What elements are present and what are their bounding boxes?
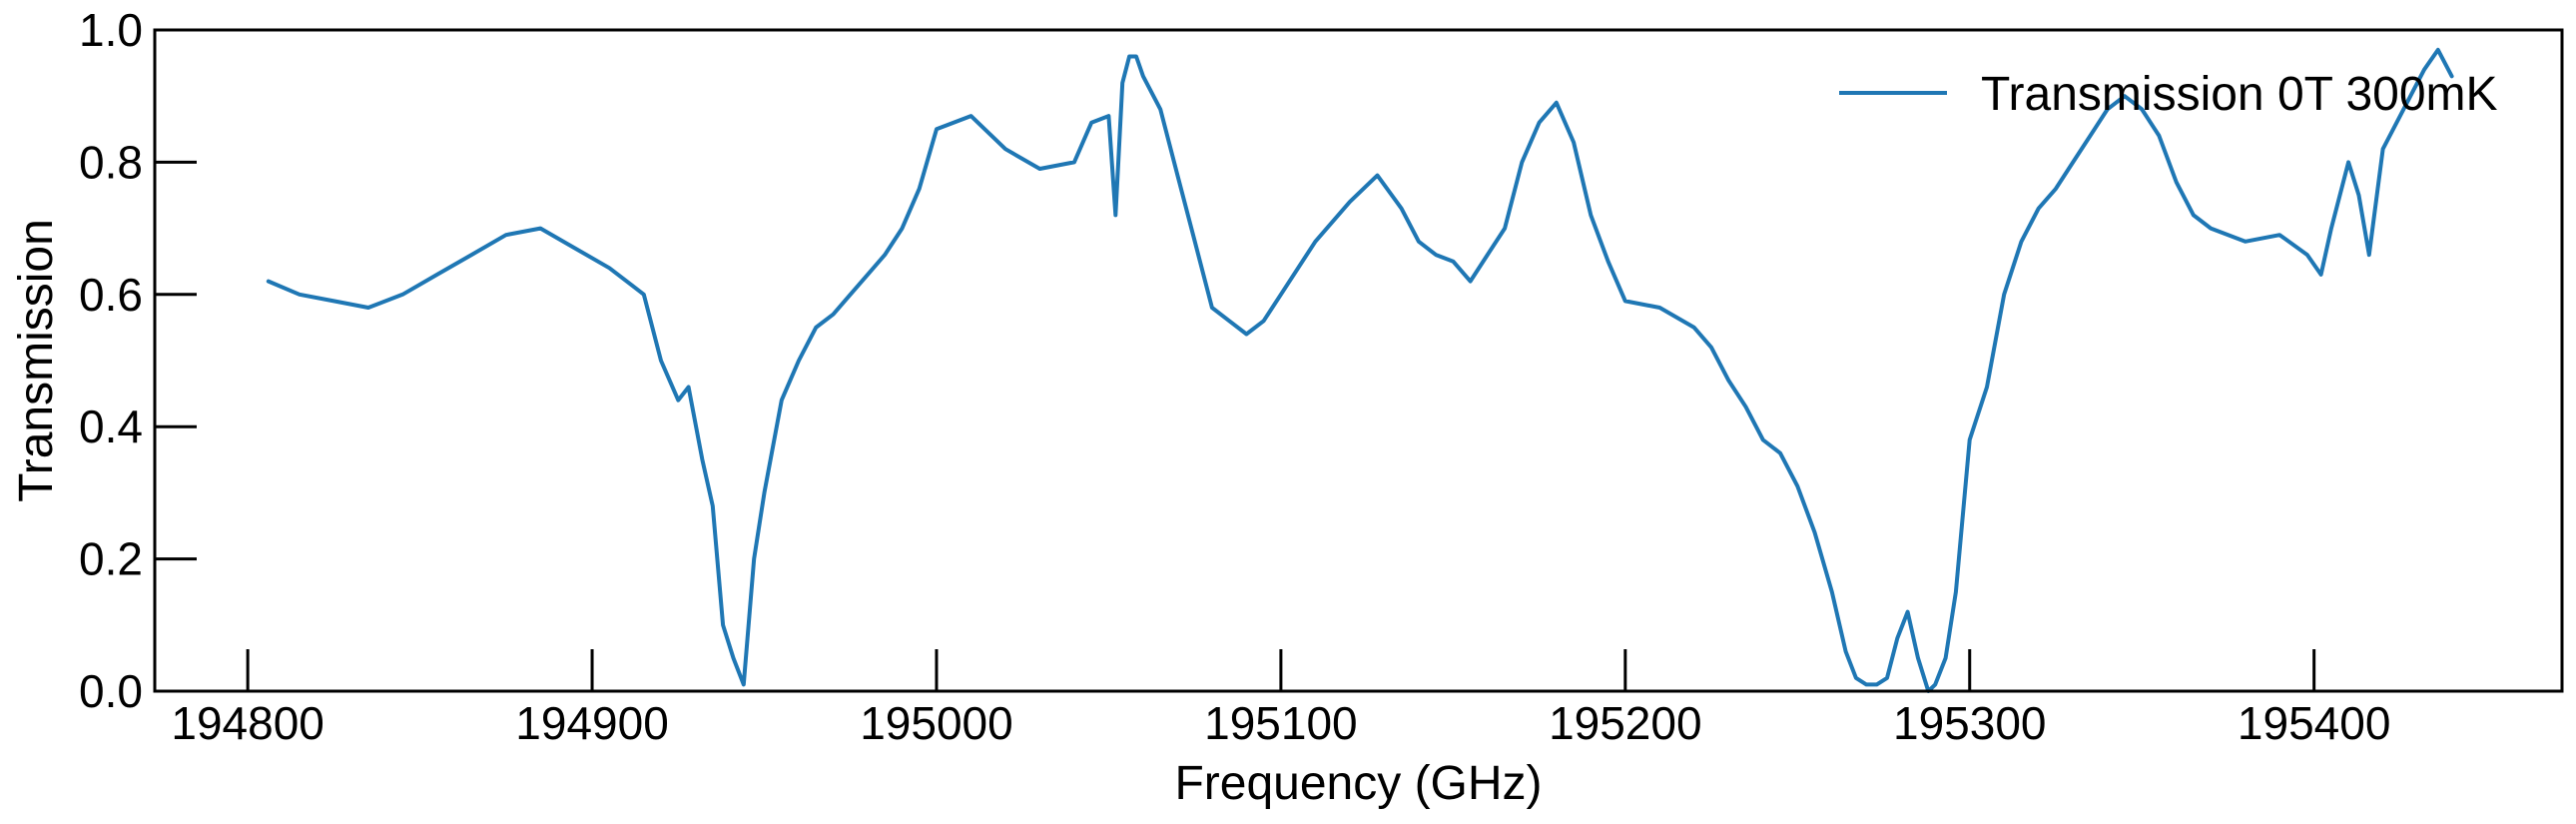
series-line-0 (266, 47, 2454, 693)
x-tick-label-0: 194800 (171, 697, 324, 749)
legend-label: Transmission 0T 300mK (1981, 68, 2498, 121)
plot-frame (153, 28, 2564, 693)
y-tick-label-3: 0.6 (79, 269, 143, 321)
y-tick-label-5: 1.0 (79, 4, 143, 56)
y-tick-label-0: 0.0 (79, 665, 143, 717)
legend: Transmission 0T 300mK (1839, 68, 2498, 121)
y-tick-label-1: 0.2 (79, 533, 143, 585)
x-tick-label-2: 195000 (860, 697, 1013, 749)
x-tick-label-1: 194900 (515, 697, 669, 749)
x-tick-label-5: 195300 (1893, 697, 2047, 749)
x-tick-label-3: 195100 (1204, 697, 1358, 749)
x-tick-label-6: 195400 (2238, 697, 2391, 749)
y-tick-label-4: 0.8 (79, 136, 143, 188)
y-axis-label: Transmission (10, 219, 63, 502)
series-layer (266, 47, 2454, 693)
y-tick-label-2: 0.4 (79, 401, 143, 452)
x-tick-label-4: 195200 (1549, 697, 1702, 749)
axes-layer: 194800 194900 195000 195100 195200 195300 1954… (79, 4, 2564, 749)
x-axis-label: Frequency (GHz) (1174, 757, 1542, 810)
